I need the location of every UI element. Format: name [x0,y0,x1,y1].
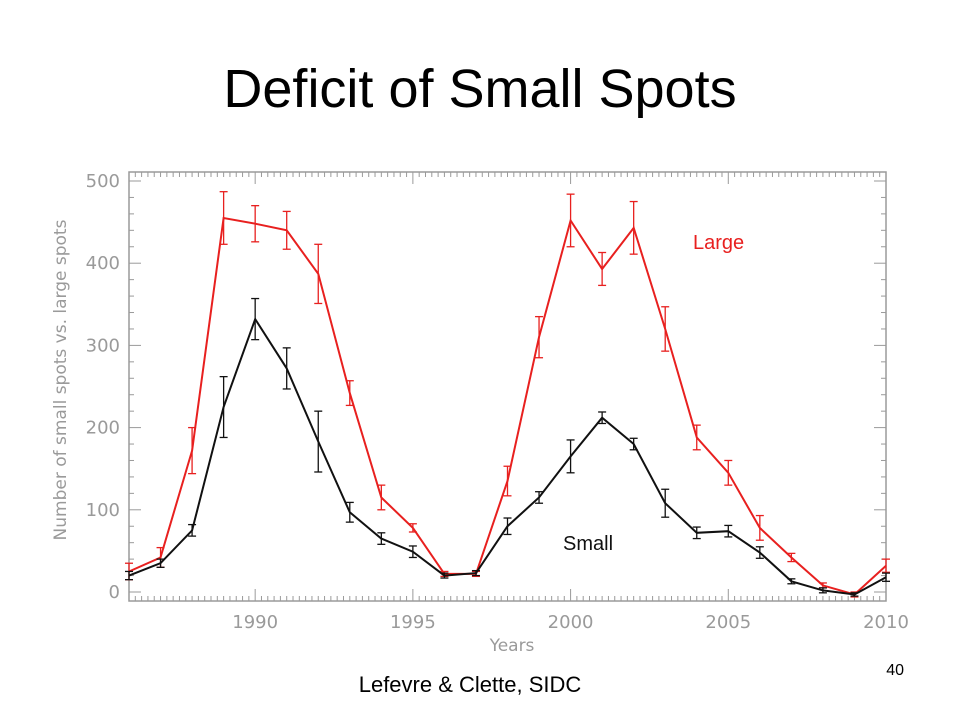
x-tick-label: 2005 [705,612,751,633]
series-line-large [128,216,887,596]
page-number: 40 [886,662,904,679]
credit-text: Lefevre & Clette, SIDC [358,672,582,697]
series-line-small [128,316,887,596]
chart-ticks: 1990 1995 2000 2005 2010 0 100 200 300 400 500 [86,171,909,633]
y-tick-label: 300 [86,335,120,356]
x-tick-label: 2010 [863,612,909,633]
series-large [125,191,890,598]
y-axis-label: Number of small spots vs. large spots [51,219,71,540]
y-tick-label: 100 [86,500,120,521]
y-tick-label: 200 [86,418,120,439]
y-tick-label: 500 [86,171,120,192]
x-tick-label: 1990 [232,612,278,633]
chart-series [125,191,890,598]
x-tick-label: 2000 [548,612,594,633]
y-tick-label: 0 [109,582,120,603]
series-label-small: Small [563,533,613,555]
chart-axes [128,171,887,602]
x-tick-label: 1995 [390,612,436,633]
plot-frame [128,171,887,602]
y-tick-label: 400 [86,253,120,274]
slide-title: Deficit of Small Spots [223,59,737,119]
series-small [125,297,890,597]
series-label-large: Large [693,232,744,254]
x-axis-label: Years [489,636,535,656]
